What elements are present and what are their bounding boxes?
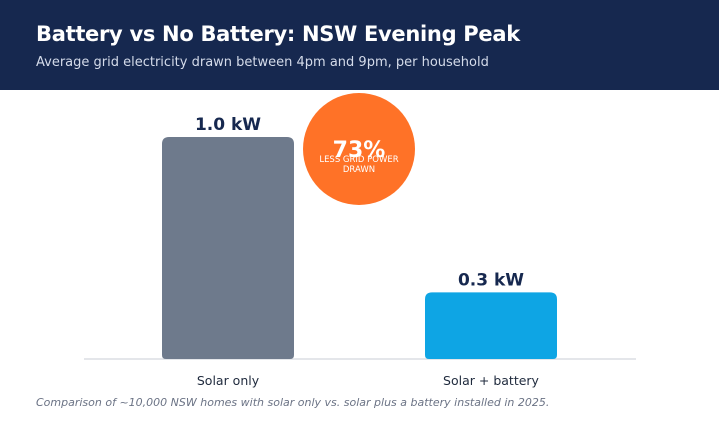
data-label-solar-battery: 0.3 kW xyxy=(458,270,524,290)
callout-line-2: DRAWN xyxy=(343,165,375,175)
callout-line-1: LESS GRID POWER xyxy=(319,155,398,165)
chart-header: Battery vs No Battery: NSW Evening Peak … xyxy=(0,0,719,90)
x-tick-label-solar-only: Solar only xyxy=(197,373,260,388)
x-tick-label-solar-battery: Solar + battery xyxy=(443,373,540,388)
chart-subtitle: Average grid electricity drawn between 4… xyxy=(36,55,489,70)
footnote: Comparison of ~10,000 NSW homes with sol… xyxy=(36,396,550,409)
bar-solar-only xyxy=(162,137,294,359)
bars-group: 1.0 kW Solar only 0.3 kW Solar + battery xyxy=(162,115,557,388)
callout-badge: 73% LESS GRID POWER DRAWN xyxy=(303,93,415,205)
bar-solar-battery xyxy=(425,292,557,359)
callout-circle xyxy=(303,93,415,205)
chart-title: Battery vs No Battery: NSW Evening Peak xyxy=(36,22,520,46)
data-label-solar-only: 1.0 kW xyxy=(195,115,261,135)
bar-chart: 1.0 kW Solar only 0.3 kW Solar + battery 73… xyxy=(84,93,636,388)
callout-value: 73% xyxy=(333,138,386,163)
